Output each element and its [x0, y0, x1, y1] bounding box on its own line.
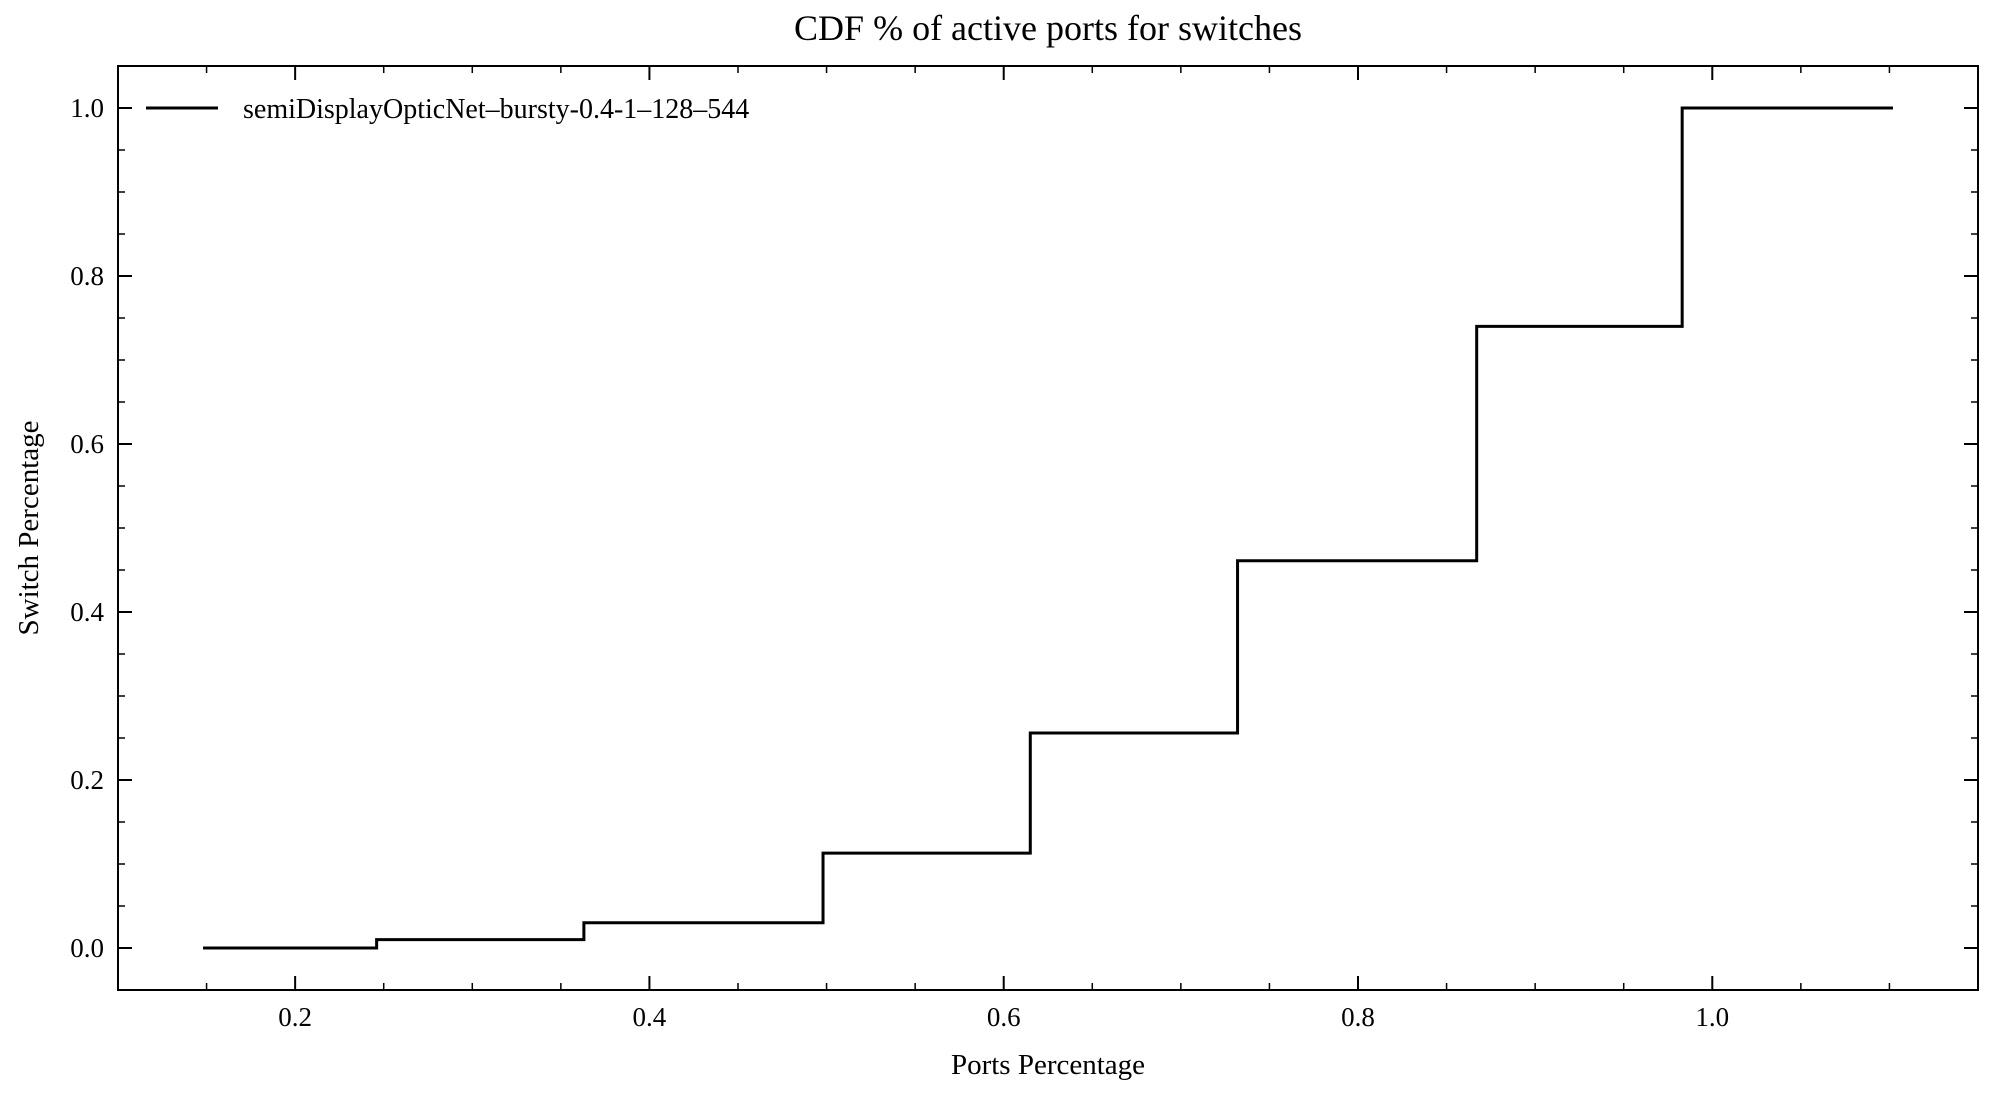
y-tick-label: 0.4: [70, 597, 104, 627]
series-step-line: [203, 106, 1893, 950]
y-tick-label: 1.0: [70, 93, 104, 123]
x-axis-label: Ports Percentage: [951, 1049, 1145, 1081]
ticks-layer: [117, 65, 1979, 991]
tick-labels-layer: 0.2 0.4 0.6 0.8 1.0 0.0 0.2 0.4 0.6 0.8 1.0: [70, 93, 1729, 1032]
y-tick-label: 0.2: [70, 765, 104, 795]
series-layer: [203, 106, 1893, 950]
x-tick-label: 0.6: [987, 1002, 1021, 1032]
y-tick-label: 0.0: [70, 933, 104, 963]
y-tick-label: 0.6: [70, 429, 104, 459]
plot-frame: [117, 65, 1979, 991]
y-tick-label: 0.8: [70, 261, 104, 291]
x-tick-label: 0.4: [633, 1002, 667, 1032]
y-axis-label: Switch Percentage: [13, 420, 45, 635]
x-tick-label: 0.2: [278, 1002, 312, 1032]
x-tick-label: 0.8: [1341, 1002, 1375, 1032]
x-tick-label: 1.0: [1695, 1002, 1729, 1032]
chart-title: CDF % of active ports for switches: [794, 8, 1302, 48]
legend-entry-label: semiDisplayOpticNet–bursty-0.4-1–128–544: [243, 94, 749, 125]
legend: semiDisplayOpticNet–bursty-0.4-1–128–544: [146, 94, 749, 125]
